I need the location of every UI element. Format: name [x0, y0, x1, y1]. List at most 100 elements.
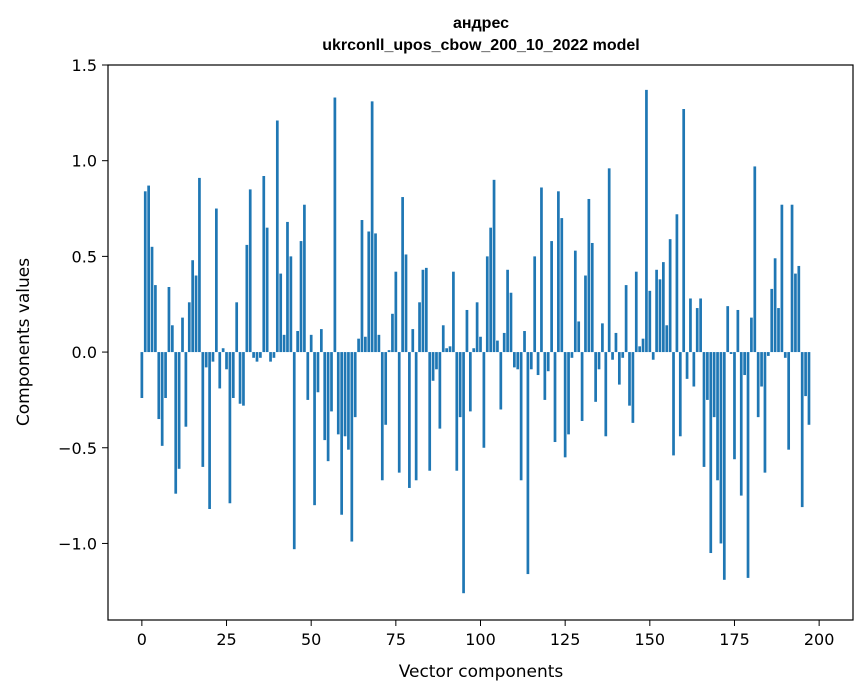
bar [174, 352, 178, 494]
bar [313, 352, 316, 506]
bar [729, 352, 733, 354]
bar [543, 352, 547, 400]
bar [472, 348, 476, 353]
bar [719, 352, 723, 544]
bar [184, 352, 188, 427]
bar [611, 352, 614, 360]
bar [513, 352, 516, 368]
bar [594, 352, 597, 402]
bar [496, 340, 499, 353]
x-tick-label: 200 [804, 630, 835, 649]
bar [570, 352, 574, 358]
bar [465, 309, 469, 353]
bar [164, 352, 167, 398]
bar [523, 331, 526, 353]
bar [428, 352, 432, 471]
bar [431, 352, 435, 381]
bar [773, 258, 777, 353]
bar [509, 292, 513, 353]
bar [526, 352, 530, 575]
bar [485, 256, 489, 353]
plot-frame [107, 64, 854, 621]
bar [787, 352, 791, 450]
bar [262, 176, 266, 353]
x-tick-label: 100 [465, 630, 496, 649]
bar [790, 204, 794, 353]
bar [154, 285, 157, 353]
bar [319, 329, 323, 353]
bar [340, 352, 344, 515]
bar [194, 275, 198, 353]
bar [634, 271, 638, 353]
bar [198, 177, 201, 353]
y-tick-label: 1.0 [72, 152, 97, 171]
bar [336, 352, 340, 435]
bar [177, 352, 181, 469]
bar [614, 332, 618, 353]
bar [797, 265, 801, 353]
bar [529, 352, 533, 370]
x-axis-ticks: 0 25 50 75 100 125 150 175 200 [137, 620, 835, 649]
bar [577, 321, 581, 353]
bar [252, 352, 255, 358]
bar [533, 256, 537, 353]
bar [560, 218, 564, 353]
bar [275, 120, 279, 353]
x-tick-label: 175 [719, 630, 750, 649]
bar [441, 325, 445, 353]
bar [638, 346, 642, 353]
bar [353, 352, 357, 418]
bar [546, 352, 550, 372]
bar [394, 271, 398, 353]
bar [242, 352, 245, 406]
bar [536, 352, 540, 376]
bar [350, 352, 354, 542]
bar [628, 352, 631, 406]
bar [584, 275, 587, 353]
bar [458, 352, 462, 418]
bar [455, 352, 459, 471]
bar [475, 302, 479, 353]
bar [235, 302, 239, 353]
bar [645, 89, 648, 353]
bar [215, 208, 218, 353]
bar [150, 246, 154, 353]
bar [733, 352, 736, 460]
bar [557, 191, 560, 353]
bar [716, 352, 719, 481]
bar [468, 352, 472, 412]
bar [783, 352, 787, 358]
bar [621, 352, 625, 358]
bar [384, 352, 388, 425]
bar [424, 267, 428, 353]
bar [706, 352, 709, 400]
bar [245, 244, 249, 353]
bar [208, 352, 211, 509]
bar [479, 336, 482, 353]
bar [397, 352, 401, 473]
y-axis-label: Components values [14, 258, 34, 426]
bar [726, 306, 730, 353]
bar [370, 101, 374, 353]
bar [269, 352, 272, 362]
bar [259, 352, 262, 358]
bar [248, 189, 252, 353]
x-tick-label: 150 [635, 630, 666, 649]
chart-title: андрес [453, 15, 509, 32]
bar [211, 352, 215, 362]
bar [160, 352, 164, 446]
y-tick-label: 0.0 [72, 343, 97, 362]
bar [573, 250, 577, 353]
bar [309, 334, 313, 353]
bar [499, 352, 503, 410]
bar [489, 227, 493, 353]
bar [377, 334, 381, 353]
bar [292, 352, 296, 550]
bar [601, 323, 604, 353]
bar [316, 352, 320, 393]
bar [279, 273, 283, 353]
bar [326, 352, 330, 462]
chart-subtitle: ukrconll_upos_cbow_200_10_2022 model [322, 37, 639, 54]
bar [712, 352, 716, 418]
bar [753, 166, 757, 353]
